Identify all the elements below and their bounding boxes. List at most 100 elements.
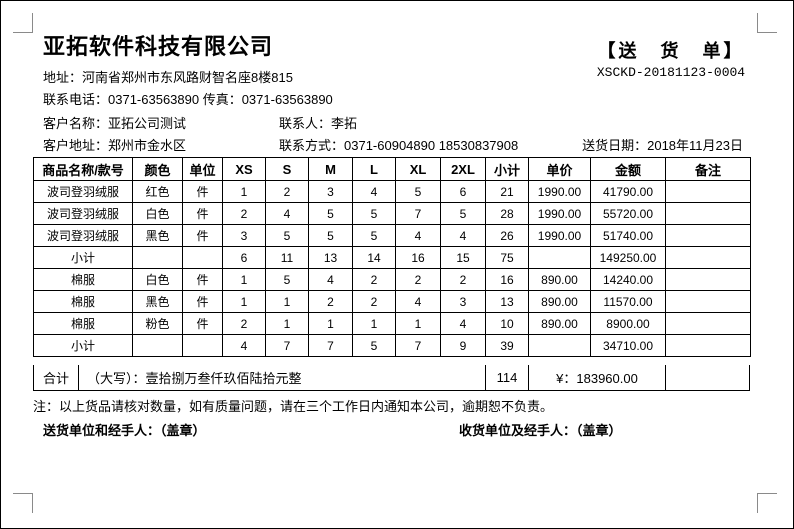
table-cell: 棉服 xyxy=(33,268,133,291)
receiver-signature-label: 收货单位及经手人：（盖章） xyxy=(459,423,622,438)
table-cell: 6 xyxy=(440,180,486,203)
table-cell: 3 xyxy=(222,224,266,247)
table-cell: 26 xyxy=(485,224,529,247)
table-cell: 2 xyxy=(395,268,441,291)
table-cell: 890.00 xyxy=(528,312,591,335)
table-cell: 10 xyxy=(485,312,529,335)
table-cell: 1 xyxy=(265,312,309,335)
table-cell: 39 xyxy=(485,334,529,357)
total-remark xyxy=(666,365,749,390)
table-cell: 6 xyxy=(222,246,266,269)
table-cell: 5 xyxy=(352,224,396,247)
table-cell: 黑色 xyxy=(132,224,183,247)
table-cell xyxy=(665,290,751,313)
table-cell xyxy=(528,334,591,357)
column-header: 商品名称/款号 xyxy=(33,157,133,181)
table-cell: 13 xyxy=(485,290,529,313)
delivery-date: 送货日期：2018年11月23日 xyxy=(582,138,743,153)
table-cell: 55720.00 xyxy=(590,202,666,225)
table-cell: 件 xyxy=(182,180,223,203)
table-cell: 1 xyxy=(222,180,266,203)
table-cell: 15 xyxy=(440,246,486,269)
table-cell: 7 xyxy=(265,334,309,357)
table-cell: 1990.00 xyxy=(528,202,591,225)
customer-name: 客户名称：亚拓公司测试 xyxy=(43,116,187,131)
table-cell xyxy=(132,246,183,269)
table-cell: 14240.00 xyxy=(590,268,666,291)
table-cell: 41790.00 xyxy=(590,180,666,203)
table-cell: 7 xyxy=(308,334,353,357)
table-cell: 3 xyxy=(440,290,486,313)
table-cell: 11570.00 xyxy=(590,290,666,313)
column-header: 2XL xyxy=(440,157,486,181)
table-cell: 1 xyxy=(352,312,396,335)
table-cell: 51740.00 xyxy=(590,224,666,247)
table-cell: 白色 xyxy=(132,202,183,225)
table-cell: 件 xyxy=(182,202,223,225)
table-row: 小计 4 7 7 5 7 9 39 34710.00 xyxy=(33,334,751,357)
table-cell xyxy=(182,246,223,269)
document-title: 【送 货 单】 xyxy=(597,41,745,61)
table-cell xyxy=(665,224,751,247)
table-cell: 28 xyxy=(485,202,529,225)
crop-mark-bottom-left xyxy=(13,493,33,513)
total-label: 合计 xyxy=(34,365,79,390)
table-row: 小计 6 11 13 14 16 15 75 149250.00 xyxy=(33,246,751,269)
table-cell: 1 xyxy=(395,312,441,335)
column-header: S xyxy=(265,157,309,181)
table-cell: 5 xyxy=(308,224,353,247)
items-table: 商品名称/款号 颜色 单位 XS S M L XL 2XL 小计 单价 金额 备注 波司登羽绒服 红色件 1… xyxy=(33,157,751,357)
total-quantity: 114 xyxy=(486,365,529,390)
crop-mark-top-right xyxy=(757,13,777,33)
table-cell: 粉色 xyxy=(132,312,183,335)
table-cell: 2 xyxy=(265,180,309,203)
table-cell: 7 xyxy=(395,334,441,357)
table-cell: 波司登羽绒服 xyxy=(33,202,133,225)
table-cell: 红色 xyxy=(132,180,183,203)
table-cell: 波司登羽绒服 xyxy=(33,224,133,247)
table-cell: 2 xyxy=(308,290,353,313)
table-cell: 8900.00 xyxy=(590,312,666,335)
table-cell: 7 xyxy=(395,202,441,225)
table-row: 波司登羽绒服 红色件 1 2 3 4 5 6 21 1990.00 41790.00 xyxy=(33,180,751,203)
note-text: 注：以上货品请核对数量，如有质量问题，请在三个工作日内通知本公司，逾期恕不负责。 xyxy=(33,399,554,414)
column-header: 小计 xyxy=(485,157,529,181)
table-cell xyxy=(665,334,751,357)
table-cell: 件 xyxy=(182,268,223,291)
column-header: M xyxy=(308,157,353,181)
column-header: 单价 xyxy=(528,157,591,181)
column-header: 备注 xyxy=(665,157,751,181)
table-cell: 4 xyxy=(395,290,441,313)
table-cell: 16 xyxy=(485,268,529,291)
table-cell: 2 xyxy=(352,268,396,291)
table-cell: 5 xyxy=(265,268,309,291)
company-phones: 联系电话：0371-63563890 传真：0371-63563890 xyxy=(43,92,333,107)
table-cell xyxy=(132,334,183,357)
column-header: 颜色 xyxy=(132,157,183,181)
column-header: 金额 xyxy=(590,157,666,181)
table-cell: 16 xyxy=(395,246,441,269)
table-cell: 2 xyxy=(440,268,486,291)
table-cell xyxy=(665,202,751,225)
table-cell: 9 xyxy=(440,334,486,357)
table-cell xyxy=(528,246,591,269)
table-cell: 波司登羽绒服 xyxy=(33,180,133,203)
table-cell: 13 xyxy=(308,246,353,269)
table-cell: 5 xyxy=(352,202,396,225)
table-cell: 4 xyxy=(395,224,441,247)
table-cell: 1990.00 xyxy=(528,224,591,247)
table-cell xyxy=(665,246,751,269)
table-cell xyxy=(665,312,751,335)
table-cell: 5 xyxy=(352,334,396,357)
table-cell: 件 xyxy=(182,224,223,247)
table-cell: 4 xyxy=(440,224,486,247)
table-cell: 4 xyxy=(352,180,396,203)
table-cell: 件 xyxy=(182,290,223,313)
table-cell: 149250.00 xyxy=(590,246,666,269)
customer-phone: 联系方式：0371-60904890 18530837908 xyxy=(279,138,519,153)
customer-contact: 联系人：李拓 xyxy=(279,116,358,131)
table-cell: 890.00 xyxy=(528,268,591,291)
table-cell: 2 xyxy=(222,202,266,225)
column-header: XL xyxy=(395,157,441,181)
